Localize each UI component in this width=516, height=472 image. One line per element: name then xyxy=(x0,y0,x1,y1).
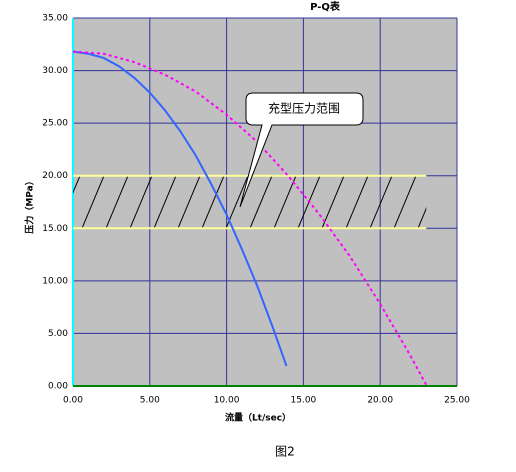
y-axis-label: 压力（MPa） xyxy=(24,176,36,233)
hatch-line xyxy=(273,175,297,229)
hatch-line xyxy=(73,175,81,194)
y-tick-label: 20.00 xyxy=(42,171,68,181)
x-tick-label: 10.00 xyxy=(214,396,240,406)
hatch-line xyxy=(369,175,393,229)
y-tick-label: 35.00 xyxy=(42,14,68,24)
callout xyxy=(239,92,364,208)
x-axis-label: 流量（Lt/sec） xyxy=(225,412,291,424)
hatch-line xyxy=(153,175,177,229)
hatch-line xyxy=(249,175,273,229)
series-line xyxy=(72,50,288,367)
hatch-line xyxy=(417,207,427,229)
annotation: 充型压力范围 xyxy=(268,101,340,116)
hatch-line xyxy=(393,175,417,229)
hatch-line xyxy=(321,175,345,229)
x-tick-label: 20.00 xyxy=(367,396,393,406)
y-tick-label: 25.00 xyxy=(42,119,68,129)
hatch-line xyxy=(201,175,225,229)
x-tick-label: 0.00 xyxy=(63,396,83,406)
y-tick-label: 0.00 xyxy=(48,382,68,392)
hatch-line xyxy=(129,175,153,229)
hatch-line xyxy=(345,175,369,229)
y-tick-label: 30.00 xyxy=(42,66,68,76)
x-tick-label: 15.00 xyxy=(291,396,317,406)
hatch-line xyxy=(105,175,129,229)
plot-area xyxy=(73,18,457,386)
y-tick-label: 15.00 xyxy=(42,224,68,234)
y-tick-label: 10.00 xyxy=(42,276,68,286)
x-tick-label: 5.00 xyxy=(140,396,160,406)
x-tick-label: 25.00 xyxy=(444,396,470,406)
hatch-line xyxy=(81,175,105,229)
caption: 图2 xyxy=(275,445,295,459)
chart-title: P-Q表 xyxy=(310,0,341,13)
hatch-line xyxy=(177,175,201,229)
y-tick-label: 5.00 xyxy=(48,329,68,339)
